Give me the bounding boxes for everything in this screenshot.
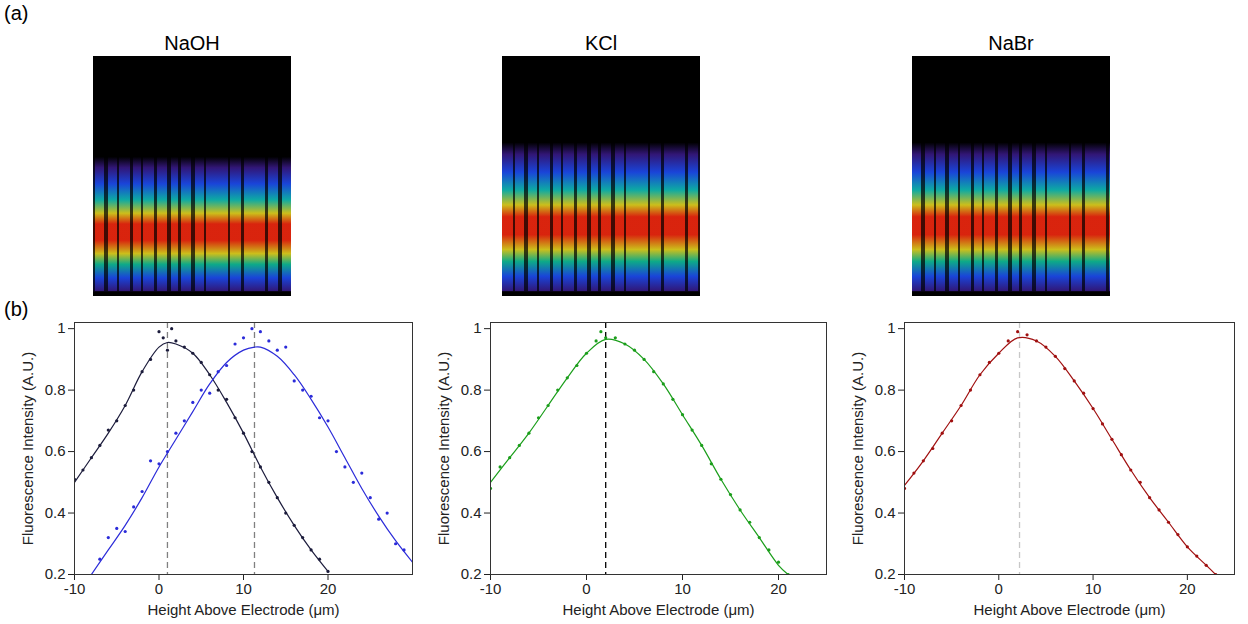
svg-text:Fluorescence Intensity (A.U.): Fluorescence Intensity (A.U.) bbox=[19, 352, 36, 545]
svg-text:0.2: 0.2 bbox=[875, 565, 896, 582]
svg-text:10: 10 bbox=[674, 580, 691, 597]
svg-text:0: 0 bbox=[995, 580, 1003, 597]
svg-text:0.4: 0.4 bbox=[461, 504, 482, 521]
svg-text:1: 1 bbox=[887, 319, 895, 336]
svg-text:1: 1 bbox=[473, 319, 481, 336]
svg-text:20: 20 bbox=[1179, 580, 1196, 597]
svg-text:Fluorescence Intensity (A.U.): Fluorescence Intensity (A.U.) bbox=[435, 352, 452, 545]
svg-text:20: 20 bbox=[320, 580, 337, 597]
svg-text:-10: -10 bbox=[894, 580, 916, 597]
svg-text:0.8: 0.8 bbox=[461, 381, 482, 398]
html-text:(a): (a) bbox=[4, 2, 29, 24]
svg-text:Fluorescence Intensity (A.U.): Fluorescence Intensity (A.U.) bbox=[849, 352, 866, 545]
svg-text:Height Above Electrode (μm): Height Above Electrode (μm) bbox=[147, 601, 339, 618]
svg-text:Height Above Electrode (μm): Height Above Electrode (μm) bbox=[562, 601, 754, 618]
svg-text:0.6: 0.6 bbox=[875, 442, 896, 459]
svg-text:0: 0 bbox=[155, 580, 163, 597]
svg-text:0.2: 0.2 bbox=[45, 565, 66, 582]
svg-text:0.8: 0.8 bbox=[45, 381, 66, 398]
svg-text:1: 1 bbox=[57, 319, 65, 336]
svg-text:0.6: 0.6 bbox=[45, 442, 66, 459]
html-text:KCl: KCl bbox=[584, 32, 618, 54]
html-text:NaOH: NaOH bbox=[164, 32, 220, 54]
svg-text:10: 10 bbox=[235, 580, 252, 597]
svg-text:0.8: 0.8 bbox=[875, 381, 896, 398]
html-text:(b): (b) bbox=[4, 298, 29, 320]
svg-text:-10: -10 bbox=[64, 580, 86, 597]
svg-text:Height Above Electrode (μm): Height Above Electrode (μm) bbox=[973, 601, 1165, 618]
svg-text:0.6: 0.6 bbox=[461, 442, 482, 459]
svg-text:-10: -10 bbox=[480, 580, 502, 597]
svg-text:0.4: 0.4 bbox=[45, 504, 66, 521]
html-text:NaBr: NaBr bbox=[988, 32, 1034, 54]
svg-text:0: 0 bbox=[582, 580, 590, 597]
svg-text:0.2: 0.2 bbox=[461, 565, 482, 582]
svg-text:10: 10 bbox=[1085, 580, 1102, 597]
svg-text:0.4: 0.4 bbox=[875, 504, 896, 521]
svg-text:20: 20 bbox=[770, 580, 787, 597]
